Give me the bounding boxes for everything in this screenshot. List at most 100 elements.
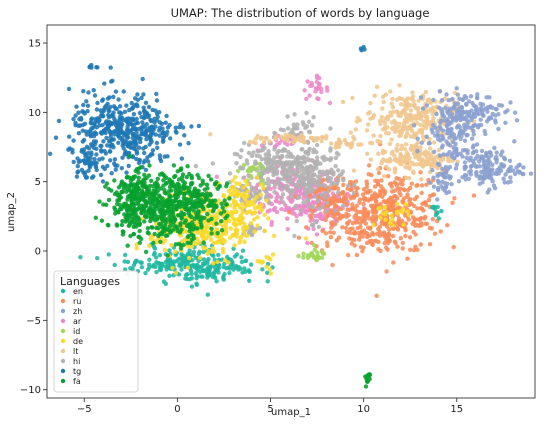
data-point — [291, 122, 296, 127]
data-point — [161, 279, 167, 284]
data-point — [494, 171, 499, 177]
data-point — [149, 118, 154, 124]
data-point — [152, 120, 157, 125]
data-point — [108, 104, 113, 110]
data-point — [486, 175, 492, 180]
data-point — [431, 122, 436, 128]
data-point — [186, 141, 191, 146]
data-point — [56, 118, 62, 124]
data-point — [80, 109, 85, 114]
data-point — [393, 125, 399, 131]
data-point — [260, 267, 265, 272]
data-point — [109, 171, 114, 176]
data-point — [393, 181, 398, 186]
data-point — [360, 192, 366, 197]
data-point — [151, 184, 156, 189]
data-point — [349, 241, 354, 246]
data-point — [122, 109, 128, 115]
data-point — [430, 130, 435, 135]
data-point — [215, 211, 220, 216]
data-point — [79, 117, 84, 122]
data-point — [416, 98, 421, 104]
data-point — [469, 136, 475, 141]
data-point — [469, 163, 474, 169]
data-point — [128, 233, 133, 239]
data-point — [132, 96, 138, 101]
data-point — [482, 128, 487, 134]
data-point — [124, 170, 129, 175]
data-point — [285, 179, 290, 184]
data-point — [383, 158, 388, 163]
data-point — [223, 202, 229, 207]
data-point — [337, 173, 342, 178]
data-point — [342, 138, 348, 143]
data-point — [184, 207, 189, 212]
data-point — [320, 228, 325, 234]
data-point — [411, 123, 417, 128]
data-point — [470, 100, 475, 106]
data-point — [508, 175, 513, 180]
data-point — [368, 225, 373, 231]
data-point — [318, 215, 323, 221]
data-point — [439, 118, 444, 123]
data-point — [265, 270, 270, 275]
data-point — [184, 174, 189, 180]
data-point — [424, 103, 430, 108]
data-point — [314, 220, 319, 225]
data-point — [294, 214, 299, 219]
data-point — [137, 228, 142, 234]
data-point — [201, 249, 206, 255]
data-point — [274, 196, 279, 201]
data-point — [355, 226, 360, 231]
data-point — [100, 130, 106, 135]
data-point — [222, 258, 228, 263]
data-point — [398, 209, 404, 214]
data-point — [239, 206, 245, 212]
data-point — [175, 181, 180, 187]
data-point — [418, 122, 423, 128]
data-point — [415, 247, 420, 252]
data-point — [161, 138, 166, 143]
legend-item-id: id — [60, 327, 80, 336]
data-point — [378, 201, 383, 207]
data-point — [478, 101, 483, 107]
data-point — [376, 206, 381, 211]
data-point — [118, 117, 123, 122]
data-point — [360, 218, 365, 224]
data-point — [375, 182, 381, 187]
data-point — [246, 268, 251, 273]
data-point — [493, 120, 498, 125]
data-point — [151, 263, 156, 268]
data-point — [223, 227, 228, 232]
data-point — [420, 134, 426, 139]
data-point — [112, 178, 117, 183]
data-point — [169, 243, 174, 248]
data-point — [280, 186, 285, 191]
y-tick-label: 10 — [28, 108, 41, 119]
data-point — [471, 128, 476, 134]
data-point — [291, 139, 296, 145]
data-point — [315, 198, 321, 203]
data-point — [372, 93, 377, 98]
data-point — [147, 134, 152, 139]
data-point — [477, 181, 482, 186]
data-point — [328, 157, 333, 163]
data-point — [149, 225, 154, 230]
data-point — [374, 293, 379, 298]
data-point — [86, 168, 91, 173]
data-point — [205, 251, 210, 256]
data-point — [320, 135, 325, 140]
data-point — [430, 105, 436, 110]
data-point — [301, 122, 306, 127]
data-point — [251, 150, 256, 155]
data-point — [455, 92, 460, 97]
data-point — [196, 123, 202, 129]
data-point — [185, 164, 190, 169]
data-point — [158, 186, 163, 191]
data-point — [397, 133, 402, 139]
data-point — [124, 189, 129, 194]
data-point — [368, 189, 373, 194]
x-tick-label: 10 — [357, 404, 370, 415]
data-point — [218, 211, 224, 216]
